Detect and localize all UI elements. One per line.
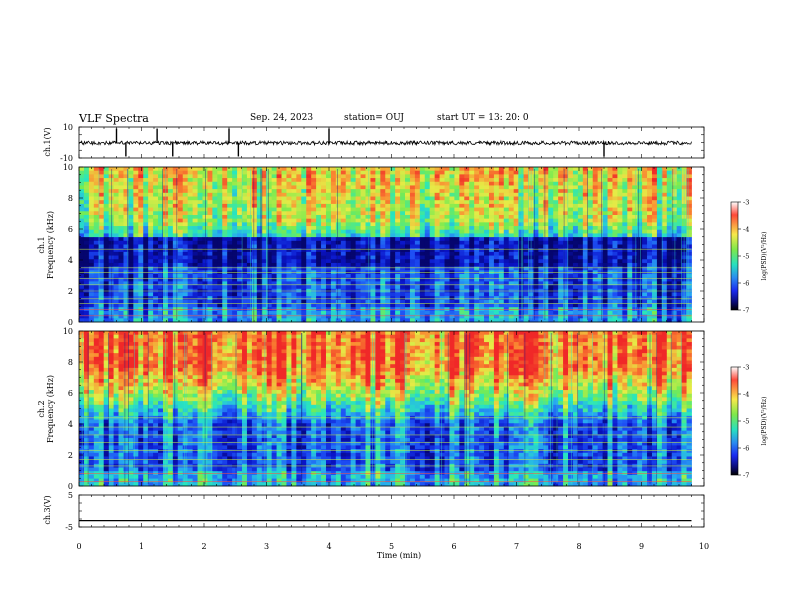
y-tick-label: 0 [68, 318, 73, 327]
chart-title: VLF Spectra [79, 112, 149, 125]
x-tick-label: 7 [514, 542, 519, 551]
x-tick-label: 9 [639, 542, 644, 551]
y-tick-label: 10 [63, 327, 73, 336]
colorbar-ticks: -3 -4 -5 -6 -7 log(PSD)(V²/Hz) -3 -4 -5 -6 -7 log(P… [738, 199, 768, 480]
x-tick-label: 5 [389, 542, 394, 551]
colorbar-tick-label: -4 [743, 391, 749, 399]
date-label: Sep. 24, 2023 [250, 113, 314, 123]
y-tick-label: 8 [68, 358, 73, 367]
ch1-spectrogram-ylabel-channel: ch.1 [37, 236, 46, 253]
colorbar-tick-label: -6 [743, 280, 749, 288]
x-tick-label: 2 [201, 542, 206, 551]
ch3-waveform-ylabel: ch.3(V) [43, 495, 52, 524]
ch1-waveform-panel: 10 -10 [60, 123, 705, 163]
colorbar-tick-label: -3 [743, 199, 749, 207]
colorbar-tick-label: -7 [743, 307, 749, 315]
y-tick-label: -10 [60, 154, 73, 163]
ch2-spectrogram-ylabel-frequency: Frequency (kHz) [46, 375, 55, 443]
y-tick-label: 8 [68, 194, 73, 203]
ch2-spectrogram-ylabel-channel: ch.2 [37, 400, 46, 417]
ch2-spectrogram-panel: 0 2 4 6 8 10 [63, 327, 705, 491]
y-tick-label: 4 [68, 256, 73, 265]
ch1-spectrogram-panel: 0 2 4 6 8 10 [63, 163, 705, 327]
y-tick-label: 2 [68, 451, 73, 460]
x-tick-label: 1 [139, 542, 144, 551]
x-tick-label: 6 [451, 542, 456, 551]
x-tick-label: 8 [576, 542, 581, 551]
x-tick-label: 0 [76, 542, 81, 551]
colorbar-tick-label: -4 [743, 226, 749, 234]
colorbar-tick-label: -7 [743, 472, 749, 480]
y-tick-label: 2 [68, 287, 73, 296]
colorbar-ch1 [730, 201, 739, 311]
colorbar-tick-label: -3 [743, 364, 749, 372]
y-tick-label: 6 [68, 225, 73, 234]
x-axis-label: Time (min) [377, 551, 421, 560]
ch1-spectrogram-ylabel-frequency: Frequency (kHz) [46, 211, 55, 279]
y-tick-label: 0 [68, 482, 73, 491]
station-label: station= OUJ [344, 113, 405, 123]
colorbar-tick-label: -6 [743, 445, 749, 453]
x-tick-label: 4 [326, 542, 331, 551]
y-tick-label: 5 [68, 491, 73, 500]
colorbar-tick-label: -5 [743, 253, 749, 261]
ch1-waveform-ylabel: ch.1(V) [43, 127, 52, 156]
colorbar-label: log(PSD)(V²/Hz) [761, 397, 768, 446]
colorbar-label: log(PSD)(V²/Hz) [761, 232, 768, 281]
y-tick-label: 4 [68, 420, 73, 429]
colorbar-ch2 [730, 366, 739, 476]
colorbar-tick-label: -5 [743, 418, 749, 426]
x-tick-label: 10 [699, 542, 709, 551]
y-tick-label: -5 [65, 523, 73, 532]
start-time-label: start UT = 13: 20: 0 [437, 113, 529, 123]
y-tick-label: 6 [68, 389, 73, 398]
y-tick-label: 10 [63, 163, 73, 172]
x-tick-label: 3 [264, 542, 269, 551]
y-tick-label: 10 [63, 123, 73, 132]
ch3-waveform-panel: 5 -5 0 1 2 3 4 5 6 7 8 9 10 [65, 491, 709, 551]
